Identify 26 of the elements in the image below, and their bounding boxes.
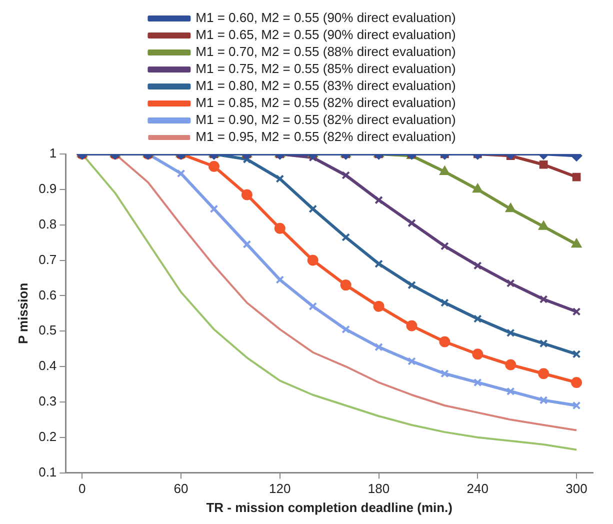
x-tick-label: 120 xyxy=(269,481,291,496)
y-tick-label: 0.5 xyxy=(38,322,57,338)
x-tick-label: 0 xyxy=(78,481,86,496)
y-tick-label: 0.7 xyxy=(38,252,57,267)
legend-label: M1 = 0.95, M2 = 0.55 (82% direct evaluation) xyxy=(196,129,456,144)
legend-label: M1 = 0.65, M2 = 0.55 (90% direct evaluation) xyxy=(196,27,456,42)
y-tick-label: 0.2 xyxy=(38,428,57,444)
legend-label: M1 = 0.70, M2 = 0.55 (88% direct evaluation) xyxy=(196,44,456,60)
legend-label: M1 = 0.80, M2 = 0.55 (83% direct evaluation) xyxy=(196,78,456,94)
x-tick-label: 60 xyxy=(174,481,188,496)
x-tick-label: 300 xyxy=(566,481,588,496)
x-tick-label: 180 xyxy=(368,481,390,496)
x-tick-label: 240 xyxy=(466,481,488,496)
y-tick-label: 0.4 xyxy=(38,358,57,374)
y-tick-label: 1 xyxy=(49,146,57,161)
legend-label: M1 = 0.75, M2 = 0.55 (85% direct evaluation) xyxy=(196,61,456,76)
y-tick-label: 0.9 xyxy=(38,181,57,196)
legend-label: M1 = 0.60, M2 = 0.55 (90% direct evaluation) xyxy=(196,10,456,26)
y-tick-label: 0.3 xyxy=(38,394,57,409)
legend-label: M1 = 0.85, M2 = 0.55 (82% direct evaluation) xyxy=(196,95,456,110)
y-axis-title: P mission xyxy=(15,282,30,344)
y-tick-label: 0.6 xyxy=(38,287,57,302)
y-tick-label: 0.8 xyxy=(38,216,57,232)
y-tick-label: 0.1 xyxy=(38,464,57,480)
x-axis-title: TR - mission completion deadline (min.) xyxy=(206,500,452,515)
legend-label: M1 = 0.90, M2 = 0.55 (82% direct evaluation) xyxy=(196,112,456,128)
